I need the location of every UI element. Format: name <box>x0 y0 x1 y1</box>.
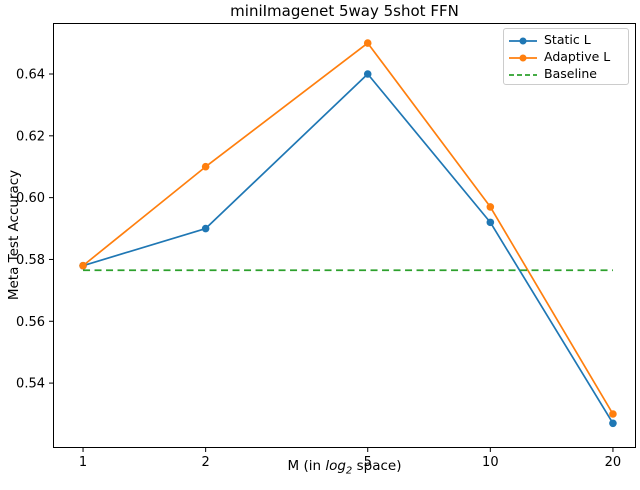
x-axis-label-subscript: 2 <box>345 465 353 477</box>
data-point-static-l <box>363 70 372 78</box>
x-tick-label: 20 <box>605 455 622 470</box>
x-axis-label-log: log <box>325 458 346 474</box>
series-line-adaptive-l <box>82 42 614 415</box>
legend-item-baseline: Baseline <box>508 65 624 82</box>
data-point-static-l <box>486 218 495 227</box>
x-axis-label-prefix: M (in <box>287 458 326 474</box>
y-axis-label: Meta Test Accuracy <box>6 169 22 301</box>
y-tick-label: 0.64 <box>16 68 45 83</box>
x-tick-label: 10 <box>482 455 499 470</box>
legend-marker-sample <box>519 54 527 61</box>
x-tick-label: 1 <box>79 455 87 470</box>
legend: Static L Adaptive L Baseline <box>503 28 629 85</box>
legend-sample-adaptive-l <box>508 50 538 64</box>
y-tick-label: 0.56 <box>16 315 45 330</box>
axes-spines <box>53 23 636 448</box>
x-tick-label: 2 <box>202 455 210 470</box>
y-tick-label: 0.60 <box>16 191 45 206</box>
legend-label-static-l: Static L <box>544 31 591 47</box>
legend-marker-sample <box>519 37 527 44</box>
data-point-adaptive-l <box>486 203 495 211</box>
chart-title: miniImagenet 5way 5shot FFN <box>230 2 459 20</box>
data-point-adaptive-l <box>201 162 210 171</box>
data-point-static-l <box>609 419 617 428</box>
data-point-adaptive-l <box>609 410 617 418</box>
legend-item-static-l: Static L <box>508 31 624 48</box>
y-tick-label: 0.62 <box>16 129 45 144</box>
legend-label-baseline: Baseline <box>544 65 597 81</box>
legend-label-adaptive-l: Adaptive L <box>544 48 611 64</box>
series-line-static-l <box>82 73 614 424</box>
y-tick-label: 0.54 <box>16 377 45 392</box>
x-axis-label-suffix: space) <box>352 458 402 474</box>
x-axis-label: M (in log2 space) <box>53 458 636 477</box>
legend-sample-static-l <box>508 33 538 47</box>
data-point-adaptive-l <box>363 39 372 47</box>
y-tick-label: 0.58 <box>16 253 45 268</box>
data-point-adaptive-l <box>79 261 87 270</box>
data-point-static-l <box>201 224 210 233</box>
legend-item-adaptive-l: Adaptive L <box>508 48 624 65</box>
legend-sample-baseline <box>508 67 538 81</box>
x-tick-label: 5 <box>364 455 372 470</box>
